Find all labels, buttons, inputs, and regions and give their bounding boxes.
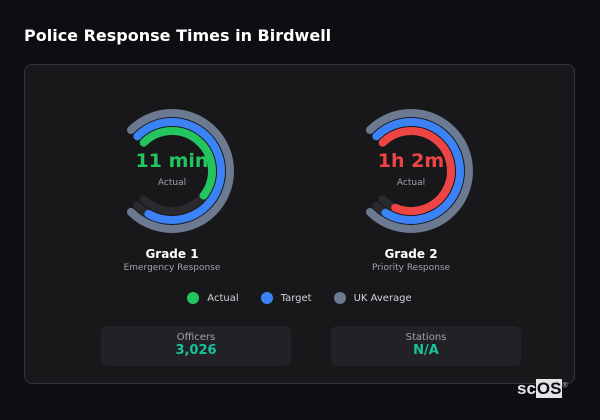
- scos-logo: scOS®: [517, 379, 568, 398]
- gauge-name: Grade 2: [384, 247, 438, 261]
- legend-item-uk-average: UK Average: [333, 292, 412, 304]
- legend-label: UK Average: [353, 292, 412, 304]
- gauge-value-label: Actual: [396, 178, 426, 188]
- uk-average-ring: [126, 109, 234, 233]
- stat-label: Stations: [405, 332, 447, 343]
- stat-value: 3,026: [175, 343, 217, 358]
- target-ring: [133, 118, 225, 224]
- legend-dot: [187, 292, 200, 304]
- gauge-grade-1: 11 min Actual Grade 1 Emergency Response: [92, 103, 252, 273]
- legend-label: Target: [280, 292, 312, 304]
- gauge-subtitle: Emergency Response: [123, 263, 221, 273]
- actual-ring: [139, 127, 216, 200]
- uk-average-ring: [365, 109, 473, 233]
- gauge-value: 11 min: [135, 150, 209, 172]
- gauge-rings: [365, 109, 473, 233]
- legend-label: Actual: [207, 292, 239, 304]
- gauge-value: 1h 2m: [377, 150, 445, 172]
- stat-value: N/A: [413, 343, 439, 358]
- response-card: 11 min Actual Grade 1 Emergency Response…: [24, 64, 575, 384]
- stat-stations: Stations N/A: [331, 326, 521, 366]
- gauge-subtitle: Priority Response: [371, 263, 451, 273]
- legend-item-target: Target: [260, 292, 312, 304]
- gauge-name: Grade 1: [145, 247, 199, 261]
- target-ring: [372, 118, 464, 224]
- legend-item-actual: Actual: [187, 292, 239, 304]
- legend-dot: [333, 292, 346, 304]
- legend-dot: [260, 292, 273, 304]
- stat-label: Officers: [176, 332, 216, 343]
- gauge-value-label: Actual: [157, 178, 187, 188]
- gauge-grade-2: 1h 2m Actual Grade 2 Priority Response: [331, 103, 491, 273]
- gauge-rings: [126, 109, 234, 233]
- stat-officers: Officers 3,026: [101, 326, 291, 366]
- actual-ring: [378, 127, 455, 215]
- page-title: Police Response Times in Birdwell: [24, 26, 332, 45]
- legend: Actual Target UK Average: [25, 292, 574, 304]
